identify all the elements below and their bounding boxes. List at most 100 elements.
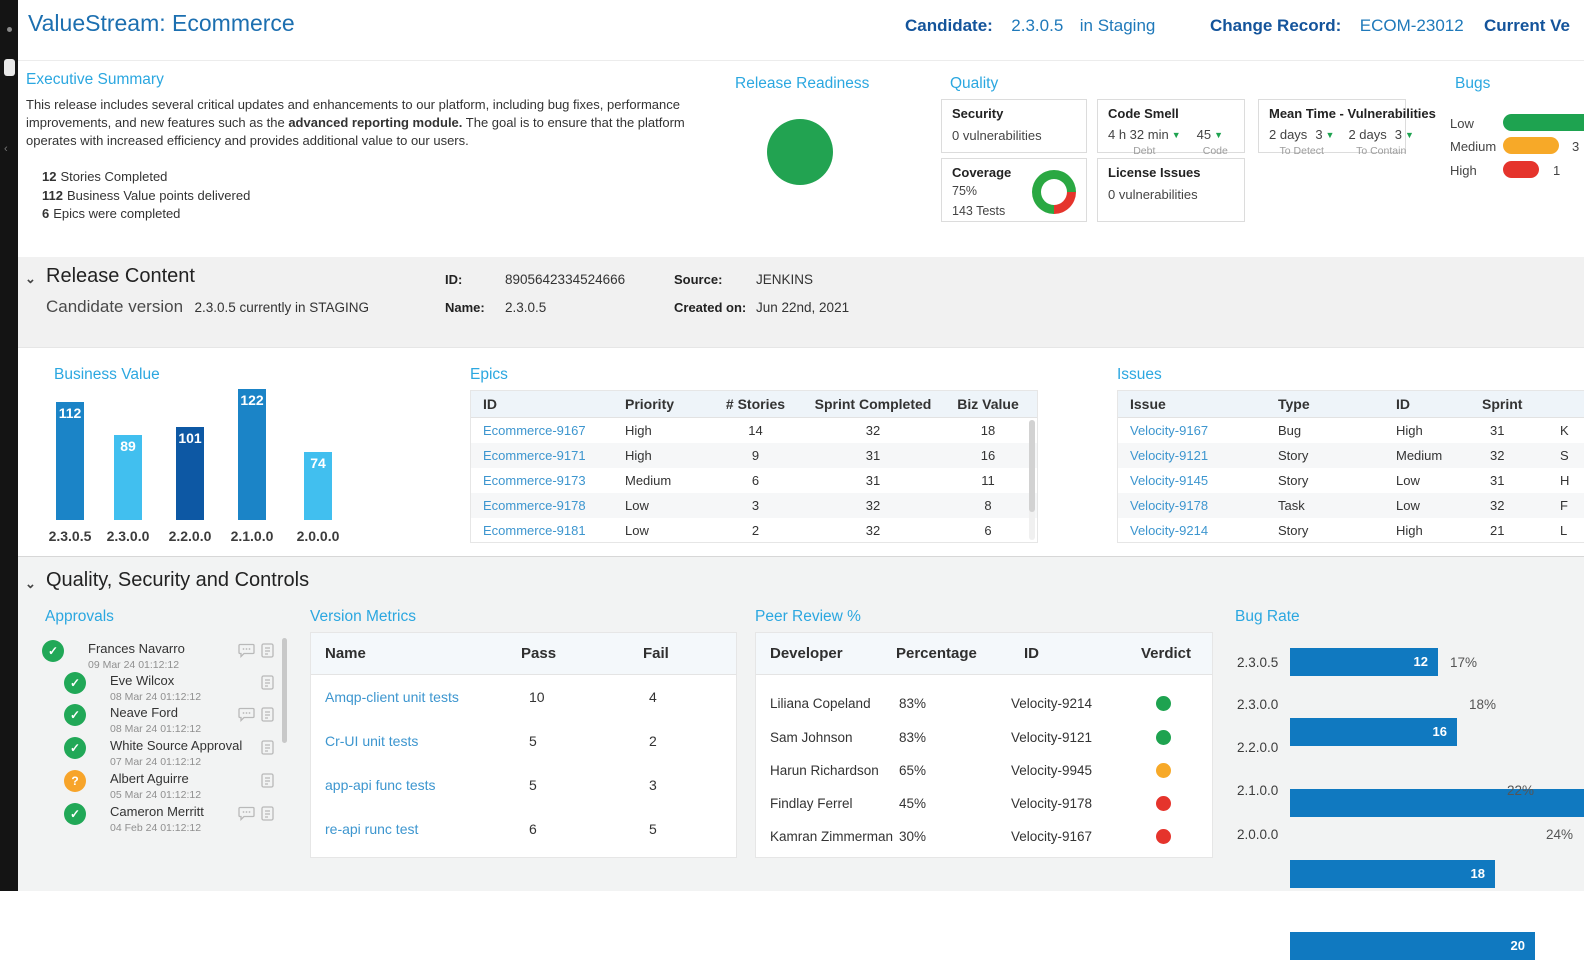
bv-bar-2300: 89: [114, 435, 142, 520]
bug-low-bar: [1503, 114, 1584, 131]
trend-down-icon: ▼: [1171, 130, 1181, 140]
test-suite-link[interactable]: Amqp-client unit tests: [325, 689, 459, 705]
mean-time-to-contain: 2 days 3 ▼ To Contain: [1348, 127, 1414, 157]
issue-link[interactable]: Velocity-9167: [1130, 423, 1209, 438]
test-suite-link[interactable]: app-api func tests: [325, 777, 436, 793]
issues-row[interactable]: Velocity-9214 Story High 21 L: [1118, 518, 1584, 543]
document-icon[interactable]: [261, 740, 274, 755]
version-metrics-title: Version Metrics: [310, 608, 416, 625]
pending-question-icon: ?: [64, 770, 86, 792]
verdict-indicator: [1156, 796, 1171, 811]
paragraph-start: This release includes several critical u…: [26, 97, 680, 130]
bug-medium-label: Medium: [1450, 139, 1497, 154]
comment-icon[interactable]: [238, 643, 255, 658]
issue-link[interactable]: Velocity-9145: [1130, 473, 1209, 488]
quality-title: Quality: [950, 75, 999, 92]
release-content-collapse-icon[interactable]: ⌄: [25, 271, 36, 286]
verdict-indicator: [1156, 696, 1171, 711]
epics-scrollbar-thumb[interactable]: [1029, 420, 1035, 512]
issue-link[interactable]: Velocity-9178: [1011, 796, 1093, 811]
release-name-value: 2.3.0.5: [505, 300, 547, 315]
license-issues-tile: License Issues 0 vulnerabilities: [1097, 158, 1245, 222]
peer-review-title: Peer Review %: [755, 608, 861, 625]
issue-link[interactable]: Velocity-9214: [1011, 696, 1093, 711]
bv-xlabel: 2.0.0.0: [296, 528, 340, 544]
bv-bar-2000: 74: [304, 452, 332, 520]
issue-link[interactable]: Velocity-9167: [1011, 829, 1093, 844]
document-icon[interactable]: [261, 806, 274, 821]
document-icon[interactable]: [261, 675, 274, 690]
change-record-value[interactable]: ECOM-23012: [1359, 16, 1464, 35]
epics-scrollbar[interactable]: [1029, 420, 1035, 540]
comment-icon[interactable]: [238, 707, 255, 722]
bv-bar-2200: 101: [176, 427, 204, 520]
security-value: 0 vulnerabilities: [952, 128, 1042, 143]
stat-epics: 6 Epics were completed: [42, 206, 181, 221]
left-nav-rail: ‹: [0, 0, 18, 891]
issues-row[interactable]: Velocity-9121 Story Medium 32 S: [1118, 443, 1584, 468]
epics-row[interactable]: Ecommerce-9173 Medium 6 31 11: [471, 468, 1037, 493]
epics-row[interactable]: Ecommerce-9178 Low 3 32 8: [471, 493, 1037, 518]
release-content-section: [18, 257, 1584, 348]
issues-row[interactable]: Velocity-9145 Story Low 31 H: [1118, 468, 1584, 493]
approvals-scrollbar-thumb[interactable]: [282, 638, 287, 743]
epic-link[interactable]: Ecommerce-9181: [483, 523, 586, 538]
executive-summary-stats: 12 Stories Completed 112 Business Value po…: [42, 168, 250, 224]
issues-header-row: Issue Type ID Sprint: [1118, 391, 1584, 418]
issue-link[interactable]: Velocity-9945: [1011, 763, 1093, 778]
epic-link[interactable]: Ecommerce-9167: [483, 423, 586, 438]
epic-link[interactable]: Ecommerce-9171: [483, 448, 586, 463]
approved-check-icon: ✓: [64, 737, 86, 759]
coverage-percent: 75%: [952, 184, 978, 198]
peer-review-header-row: Developer Percentage ID Verdict: [756, 633, 1212, 675]
bv-xlabel: 2.3.0.5: [48, 528, 92, 544]
test-suite-link[interactable]: re-api runc test: [325, 821, 419, 837]
candidate-version-subtitle: Candidate version 2.3.0.5 currently in S…: [46, 297, 370, 316]
issues-row[interactable]: Velocity-9178 Task Low 32 F: [1118, 493, 1584, 518]
issue-link[interactable]: Velocity-9121: [1130, 448, 1209, 463]
qsc-collapse-icon[interactable]: ⌄: [25, 576, 36, 591]
verdict-indicator: [1156, 763, 1171, 778]
approvals-scrollbar[interactable]: [282, 638, 287, 833]
document-icon[interactable]: [261, 773, 274, 788]
release-id-label: ID:: [445, 272, 463, 287]
epic-link[interactable]: Ecommerce-9178: [483, 498, 586, 513]
current-version-label: Current Ve: [1484, 16, 1570, 35]
comment-icon[interactable]: [238, 806, 255, 821]
qsc-title: Quality, Security and Controls: [46, 569, 310, 591]
release-source-label: Source:: [674, 272, 723, 287]
paragraph-bold: advanced reporting module.: [288, 115, 463, 130]
issue-link[interactable]: Velocity-9121: [1011, 730, 1093, 745]
release-created-label: Created on:: [674, 300, 747, 315]
approvals-title: Approvals: [45, 608, 114, 625]
issue-link[interactable]: Velocity-9214: [1130, 523, 1209, 538]
bug-rate-category: 2.3.0.5: [1237, 655, 1279, 670]
epics-table: ID Priority # Stories Sprint Completed B…: [470, 390, 1038, 543]
candidate-label: Candidate:: [905, 16, 993, 35]
issues-row[interactable]: Velocity-9167 Bug High 31 K: [1118, 418, 1584, 443]
epic-link[interactable]: Ecommerce-9173: [483, 473, 586, 488]
rail-dot-icon[interactable]: [7, 27, 12, 32]
epics-row[interactable]: Ecommerce-9167 High 14 32 18: [471, 418, 1037, 443]
approved-check-icon: ✓: [64, 672, 86, 694]
test-suite-link[interactable]: Cr-UI unit tests: [325, 733, 419, 749]
document-icon[interactable]: [261, 643, 274, 658]
epics-row[interactable]: Ecommerce-9171 High 9 31 16: [471, 443, 1037, 468]
bv-xlabel: 2.2.0.0: [168, 528, 212, 544]
issue-link[interactable]: Velocity-9178: [1130, 498, 1209, 513]
coverage-tile: Coverage 75% 143 Tests: [941, 158, 1087, 222]
document-icon[interactable]: [261, 707, 274, 722]
bv-xlabel: 2.3.0.0: [106, 528, 150, 544]
code-smell-tile: Code Smell 4 h 32 min▼ Debt 45▼ Code Sme…: [1097, 99, 1245, 169]
release-readiness-title: Release Readiness: [735, 75, 870, 92]
epics-row[interactable]: Ecommerce-9181 Low 2 32 6: [471, 518, 1037, 543]
executive-summary-paragraph: This release includes several critical u…: [26, 96, 698, 150]
bug-high-bar: [1503, 161, 1539, 178]
change-record-label: Change Record:: [1210, 16, 1342, 35]
bv-xlabel: 2.1.0.0: [230, 528, 274, 544]
release-name-label: Name:: [445, 300, 485, 315]
rail-app-icon[interactable]: [4, 59, 15, 76]
rail-collapse-icon[interactable]: ‹: [4, 143, 8, 155]
bug-rate-percent: 18%: [1469, 697, 1497, 712]
